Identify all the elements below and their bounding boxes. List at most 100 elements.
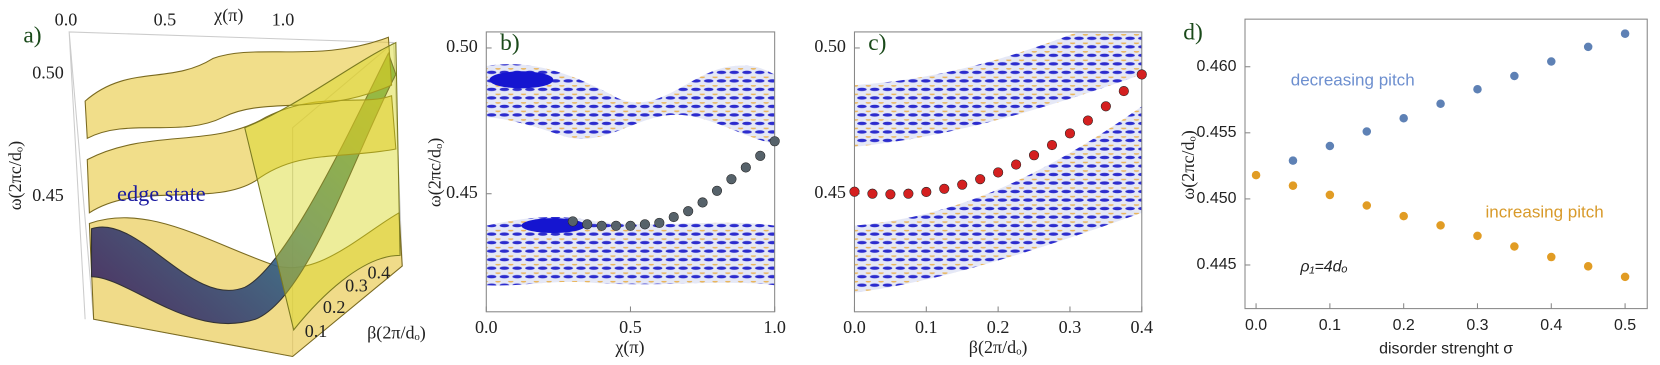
point <box>611 220 622 231</box>
x-tick-label: 0.0 <box>843 317 866 337</box>
x-tick-label: 0.0 <box>475 317 498 337</box>
band <box>486 64 775 144</box>
point <box>639 219 650 230</box>
x-tick-label: 1.0 <box>272 9 295 29</box>
point <box>668 211 679 223</box>
point <box>1325 141 1335 151</box>
band-spot <box>489 71 554 89</box>
x-tick-label: 0.1 <box>1319 317 1341 334</box>
y-tick-label: 0.45 <box>814 182 846 202</box>
point <box>1583 262 1593 271</box>
point <box>1100 101 1111 112</box>
point <box>1362 201 1372 210</box>
point <box>711 185 723 196</box>
x-tick-label: 0.0 <box>55 9 78 29</box>
point <box>1583 42 1593 52</box>
point <box>1547 252 1556 262</box>
z-tick-label: 0.50 <box>32 63 64 83</box>
z-axis-label: ω(2πc/dₒ) <box>5 141 26 210</box>
panel-label: a) <box>23 23 41 49</box>
point <box>1547 57 1556 66</box>
y-tick-label: 0.2 <box>323 297 346 317</box>
x-tick-label: 1.0 <box>763 317 786 337</box>
x-tick-label: 0.5 <box>619 317 642 337</box>
point <box>726 174 737 185</box>
y-tick-label: 0.460 <box>1197 58 1237 75</box>
point <box>1288 181 1298 190</box>
point <box>1064 128 1076 139</box>
point <box>1436 99 1445 108</box>
point <box>625 220 636 231</box>
y-tick-label: 0.1 <box>305 321 328 341</box>
point <box>740 162 751 173</box>
band-map <box>486 64 775 286</box>
point <box>903 188 914 199</box>
point <box>755 150 766 161</box>
point <box>1118 86 1129 97</box>
x-tick-label: 0.5 <box>1614 317 1636 334</box>
point <box>697 197 708 208</box>
point <box>1399 114 1408 123</box>
point <box>1510 242 1519 251</box>
point <box>957 179 968 190</box>
point <box>596 220 607 231</box>
point <box>867 188 878 199</box>
y-tick-label: 0.45 <box>446 182 478 202</box>
y-tick-label: 0.4 <box>368 263 391 283</box>
band-map <box>854 31 1142 293</box>
x-tick-label: 0.0 <box>1245 317 1267 334</box>
point <box>1362 127 1372 136</box>
point <box>1011 159 1022 170</box>
series-label: increasing pitch <box>1485 202 1603 221</box>
point <box>1620 272 1630 282</box>
x-tick-label: 0.1 <box>915 317 938 337</box>
panel-label: d) <box>1183 19 1202 45</box>
point <box>1399 211 1408 221</box>
plot-frame <box>1244 18 1648 310</box>
band <box>486 216 775 286</box>
point <box>885 189 896 200</box>
y-tick-label: 0.445 <box>1197 256 1237 273</box>
point <box>993 167 1004 178</box>
x-tick-label: 0.2 <box>987 317 1010 337</box>
point <box>975 174 986 185</box>
point <box>1473 231 1482 241</box>
point <box>1136 69 1147 80</box>
y-tick-label: 0.450 <box>1197 190 1237 207</box>
point <box>1436 221 1445 230</box>
x-axis-label: χ(π) <box>213 5 243 26</box>
z-tick-label: 0.45 <box>32 185 64 205</box>
point <box>654 217 665 228</box>
y-axis-label: β(2π/dₒ) <box>367 322 426 343</box>
point <box>1510 71 1519 81</box>
panel-a: a) 0.0 0.5 χ(π) 1.0 0.1 0.2 0.3 0.4 β(2π… <box>5 5 426 358</box>
x-tick-label: 0.2 <box>1393 317 1415 334</box>
x-tick-label: 0.3 <box>1466 317 1488 334</box>
point <box>1251 170 1261 180</box>
panel-label: c) <box>868 30 886 56</box>
panel-label: b) <box>500 30 519 56</box>
x-tick-label: 0.4 <box>1130 317 1153 337</box>
y-tick-label: 0.50 <box>446 36 478 56</box>
band <box>854 31 1142 147</box>
annotation: edge state <box>117 181 206 206</box>
y-axis-label: ω(2πc/dₒ) <box>424 138 445 207</box>
point <box>1288 156 1298 165</box>
x-axis-label: β(2π/dₒ) <box>969 337 1028 358</box>
point <box>769 136 780 147</box>
x-tick-label: 0.4 <box>1540 317 1562 334</box>
y-tick-label: 0.3 <box>345 275 368 295</box>
y-axis-label: ω(2πc/dₒ) <box>1178 130 1199 199</box>
point <box>1028 150 1040 161</box>
band <box>854 106 1142 293</box>
y-tick-label: 0.50 <box>814 36 846 56</box>
point <box>567 216 578 227</box>
surface <box>244 41 401 332</box>
series-label: decreasing pitch <box>1291 70 1415 89</box>
surface <box>86 95 397 214</box>
x-tick-label: 0.3 <box>1059 317 1082 337</box>
point <box>1082 115 1093 126</box>
y-tick-label: 0.455 <box>1197 124 1237 141</box>
